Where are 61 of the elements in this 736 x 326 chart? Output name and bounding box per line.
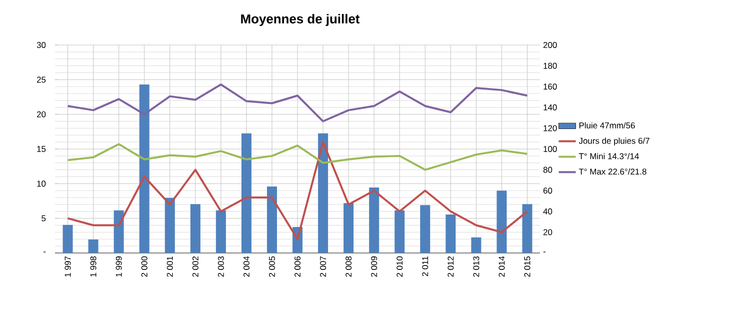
y2-tick-label: 160 (544, 84, 557, 90)
y-tick-label: 25 (36, 76, 46, 83)
x-tick-label: 1 999 (116, 256, 122, 277)
bar (241, 133, 252, 253)
y2-tick-label: 100 (544, 146, 557, 152)
x-tick-label: 2 006 (294, 256, 300, 277)
bar (114, 210, 124, 253)
x-tick-label: 2 007 (320, 256, 326, 277)
x-tick-label: 2 004 (243, 256, 250, 277)
x-tick-label: 2 014 (498, 256, 505, 277)
y2-tick-label: 180 (544, 62, 557, 69)
y2-tick-label: 120 (544, 125, 557, 132)
bar (446, 214, 456, 253)
y-tick-label: 10 (37, 180, 46, 187)
bar (62, 224, 73, 253)
bar (496, 190, 507, 253)
y2-tick-label: 200 (543, 42, 557, 48)
bar (471, 237, 482, 253)
legend-label: T° Max 22.6°/21.8 (578, 168, 646, 175)
x-tick-label: 2 009 (371, 256, 378, 277)
x-tick-label: 2 002 (192, 256, 198, 277)
bar (190, 204, 200, 253)
legend-label: Pluie 47mm/56 (579, 122, 635, 128)
x-tick-label: 2 005 (268, 256, 275, 277)
bar (216, 210, 226, 253)
y-tick-label: 15 (37, 146, 46, 152)
x-tick-label: 2 008 (346, 256, 352, 277)
bar (522, 204, 532, 253)
bar (164, 198, 175, 253)
x-tick-label: 1 998 (90, 256, 96, 277)
legend-label: Jours de pluies 6/7 (578, 138, 650, 146)
x-tick-label: 2 000 (141, 256, 148, 277)
bar (266, 186, 277, 253)
bar (344, 203, 354, 253)
x-tick-label: 2 013 (473, 256, 480, 277)
y2-tick-label: 20 (543, 229, 552, 236)
legend-label: T° Mini 14.3°/14 (578, 152, 639, 160)
y2-tick-label: 40 (543, 208, 552, 214)
x-tick-label: 2 003 (218, 256, 224, 277)
x-tick-label: 2 015 (524, 256, 530, 277)
y-tick-label: 5 (42, 215, 46, 222)
x-tick-label: 2 010 (396, 256, 403, 277)
line-series (66, 143, 528, 171)
bar (139, 84, 150, 253)
y-tick-label: 20 (36, 111, 46, 118)
x-tick-label: 2 011 (422, 256, 428, 276)
y-tick-label: 30 (36, 42, 46, 48)
y2-tick-label: 80 (543, 166, 552, 173)
y2-tick-label: 60 (543, 188, 552, 194)
line-series (66, 141, 528, 240)
bar (369, 187, 380, 253)
bar (394, 210, 405, 253)
y2-tick-label: 140 (544, 104, 557, 110)
bar (88, 239, 98, 253)
x-tick-label: 2 001 (166, 256, 173, 277)
chart-title: Moyennes de juillet (241, 14, 360, 26)
bar (420, 205, 430, 253)
x-tick-label: 1 997 (64, 256, 71, 277)
x-tick-label: 2 012 (448, 256, 454, 277)
line-series (66, 84, 528, 122)
bar (318, 133, 328, 253)
